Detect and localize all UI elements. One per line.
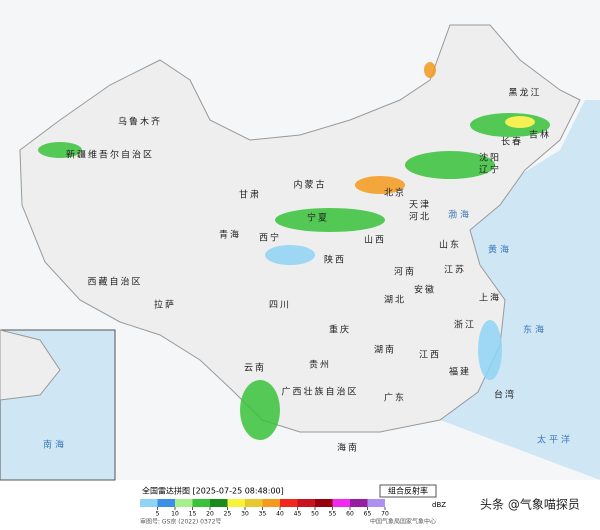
sea-label: 黄海 — [488, 244, 512, 256]
region-label: 安徽 — [414, 284, 436, 296]
region-label: 新疆维吾尔自治区 — [66, 149, 154, 161]
region-label: 福建 — [449, 366, 471, 378]
region-label: 河北 — [409, 211, 431, 223]
tick-label: 45 — [294, 511, 302, 518]
region-label: 西藏自治区 — [87, 276, 142, 288]
sea-label: 南海 — [43, 439, 67, 451]
region-label: 沈阳 — [479, 152, 501, 164]
unit: dBZ — [432, 501, 446, 509]
footer-right: 中国气象局国家气象中心 — [370, 518, 436, 526]
tick-label: 50 — [311, 511, 319, 518]
sea-label: 太平洋 — [537, 434, 573, 446]
region-label: 重庆 — [329, 324, 351, 336]
tick-label: 55 — [329, 511, 337, 518]
watermark: 头条 @气象喵探员 — [480, 497, 580, 512]
region-label: 贵州 — [309, 359, 331, 371]
tick-label: 5 — [156, 511, 160, 518]
region-label: 天津 — [409, 200, 431, 211]
region-label: 海南 — [337, 442, 359, 454]
inset-land — [0, 329, 61, 401]
color-cell — [157, 499, 175, 507]
region-label: 内蒙古 — [293, 179, 326, 191]
region-label: 青海 — [219, 229, 241, 241]
region-label: 辽宁 — [479, 164, 501, 176]
footer-left: 审图号: GS京 (2022) 0372号 — [140, 518, 221, 526]
color-cell — [332, 499, 350, 507]
tick-label: 30 — [241, 511, 249, 518]
tick-label: 20 — [206, 511, 214, 518]
color-cell — [245, 499, 263, 507]
color-cell — [140, 499, 158, 507]
tick-label: 25 — [224, 511, 232, 518]
region-label: 黑龙江 — [508, 87, 541, 99]
color-cell — [210, 499, 228, 507]
color-cell — [315, 499, 333, 507]
region-label: 北京 — [384, 187, 406, 199]
tick-label: 15 — [189, 511, 197, 518]
color-cell — [192, 499, 210, 507]
region-label: 西宁 — [259, 232, 281, 244]
region-label: 江苏 — [444, 264, 466, 276]
region-label: 江西 — [419, 350, 441, 361]
color-cell — [175, 499, 193, 507]
region-label: 云南 — [244, 362, 266, 374]
region-label: 乌鲁木齐 — [118, 116, 162, 128]
color-cell — [280, 499, 298, 507]
legend-title: 全国雷达拼图 [2025-07-25 08:48:00] — [142, 486, 284, 496]
region-label: 上海 — [479, 292, 501, 304]
region-label: 宁夏 — [307, 212, 329, 224]
region-label: 长春 — [501, 136, 523, 148]
product-box — [379, 484, 437, 498]
color-cell — [350, 499, 368, 507]
sea-label: 东海 — [523, 324, 547, 336]
region-label: 广西壮族自治区 — [281, 386, 358, 398]
region-label: 河南 — [394, 266, 416, 278]
region-label: 甘肃 — [239, 189, 261, 201]
tick-label: 40 — [276, 511, 284, 518]
tick-label: 65 — [364, 511, 372, 518]
color-cell — [297, 499, 315, 507]
region-label: 山西 — [364, 235, 386, 246]
region-label: 台湾 — [494, 389, 516, 401]
region-label: 四川 — [269, 301, 291, 311]
region-label: 陕西 — [324, 254, 346, 266]
sea-label: 渤海 — [448, 209, 472, 221]
product: 组合反射率 — [388, 486, 428, 496]
region-label: 浙江 — [454, 319, 476, 331]
sea — [430, 100, 600, 480]
region-label: 山东 — [439, 239, 461, 251]
tick-label: 10 — [171, 511, 179, 518]
region-label: 湖北 — [384, 295, 406, 306]
region-label: 拉萨 — [154, 299, 176, 311]
color-cell — [262, 499, 280, 507]
region-label: 广东 — [384, 392, 406, 404]
tick-label: 70 — [381, 511, 389, 518]
tick-label: 60 — [346, 511, 354, 518]
region-label: 湖南 — [374, 344, 396, 356]
color-cell — [227, 499, 245, 507]
tick-label: 35 — [259, 511, 267, 518]
region-label: 吉林 — [529, 129, 551, 141]
color-cell — [367, 499, 385, 507]
